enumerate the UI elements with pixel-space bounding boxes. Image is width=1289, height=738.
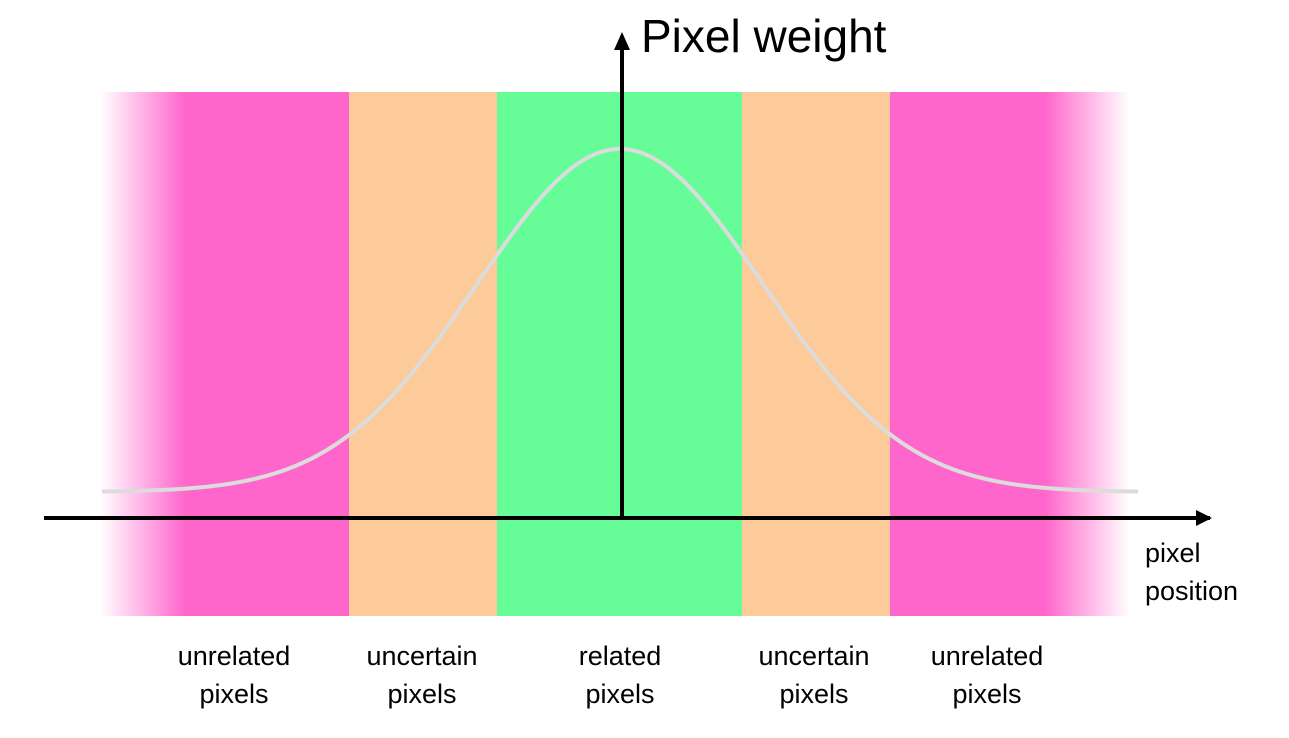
x-axis-title-line1: pixel	[1145, 538, 1201, 568]
band-uncertain-right	[742, 92, 890, 616]
band-uncertain-left	[349, 92, 497, 616]
label-unrelated-right: unrelated pixels	[921, 637, 1053, 713]
band-unrelated-left	[100, 92, 349, 616]
label-uncertain-right: uncertain pixels	[748, 637, 880, 713]
label-uncertain-left-line2: pixels	[387, 679, 457, 709]
y-axis-title: Pixel weight	[641, 10, 887, 62]
label-related-line2: pixels	[585, 679, 655, 709]
label-unrelated-right-line2: pixels	[952, 679, 1022, 709]
x-axis-title: pixel position	[1145, 534, 1238, 610]
label-unrelated-left-line2: pixels	[199, 679, 269, 709]
label-unrelated-left: unrelated pixels	[168, 637, 300, 713]
band-unrelated-right	[890, 92, 1130, 616]
label-related: related pixels	[554, 637, 686, 713]
x-axis-title-line2: position	[1145, 576, 1239, 606]
label-related-line1: related	[578, 641, 662, 671]
label-uncertain-right-line2: pixels	[779, 679, 849, 709]
label-uncertain-left-line1: uncertain	[366, 641, 478, 671]
label-unrelated-right-line1: unrelated	[930, 641, 1044, 671]
label-uncertain-left: uncertain pixels	[356, 637, 488, 713]
x-axis-arrowhead	[1196, 510, 1212, 526]
label-unrelated-left-line1: unrelated	[177, 641, 291, 671]
label-uncertain-right-line1: uncertain	[758, 641, 870, 671]
band-related	[497, 92, 742, 616]
y-axis-arrowhead	[614, 32, 630, 50]
